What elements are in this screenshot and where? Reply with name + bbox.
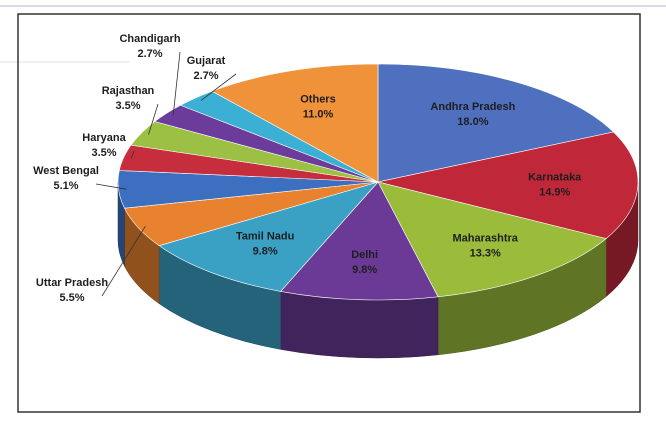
- slice-label: Rajasthan: [102, 85, 155, 97]
- slice-label: West Bengal: [33, 165, 99, 177]
- slice-label: Haryana: [82, 132, 126, 144]
- slice-value-label: 5.1%: [53, 180, 78, 192]
- slice: [377, 131, 639, 239]
- slice-label: Gujarat: [187, 55, 226, 67]
- slice-value-label: 5.5%: [59, 292, 84, 304]
- leader-line: [101, 226, 146, 297]
- slice-label: Karnataka: [528, 171, 582, 183]
- slice-label: Maharashtra: [453, 233, 519, 245]
- chart-frame: [17, 13, 641, 413]
- slice-value-label: 13.3%: [470, 248, 501, 260]
- leader-line: [172, 51, 181, 116]
- slice-value-label: 3.5%: [115, 100, 140, 112]
- slice: [280, 181, 439, 301]
- slice-value-label: 11.0%: [303, 108, 334, 120]
- slice-label: Uttar Pradesh: [36, 277, 108, 289]
- leader-line: [130, 150, 135, 159]
- slice-label: Tamil Nadu: [236, 231, 294, 243]
- slice: [377, 181, 607, 298]
- slice-value-label: 9.8%: [352, 264, 377, 276]
- slice: [158, 181, 379, 292]
- slice-label: Chandigarh: [119, 33, 180, 45]
- slice-value-label: 3.5%: [91, 147, 116, 159]
- slice-value-label: 9.8%: [253, 246, 278, 258]
- slice-side: [280, 291, 439, 359]
- slice: [377, 63, 615, 183]
- leader-line: [200, 73, 237, 101]
- slice-value-label: 2.7%: [137, 48, 162, 60]
- slice-label: Andhra Pradesh: [430, 101, 515, 113]
- leader-line: [148, 103, 159, 135]
- slice: [211, 63, 379, 183]
- leader-line: [95, 183, 127, 190]
- slice-value-label: 18.0%: [457, 116, 488, 128]
- slice-label: Others: [300, 93, 335, 105]
- slice-label: Delhi: [351, 249, 378, 261]
- slice-value-label: 14.9%: [539, 186, 570, 198]
- slice-value-label: 2.7%: [193, 70, 218, 82]
